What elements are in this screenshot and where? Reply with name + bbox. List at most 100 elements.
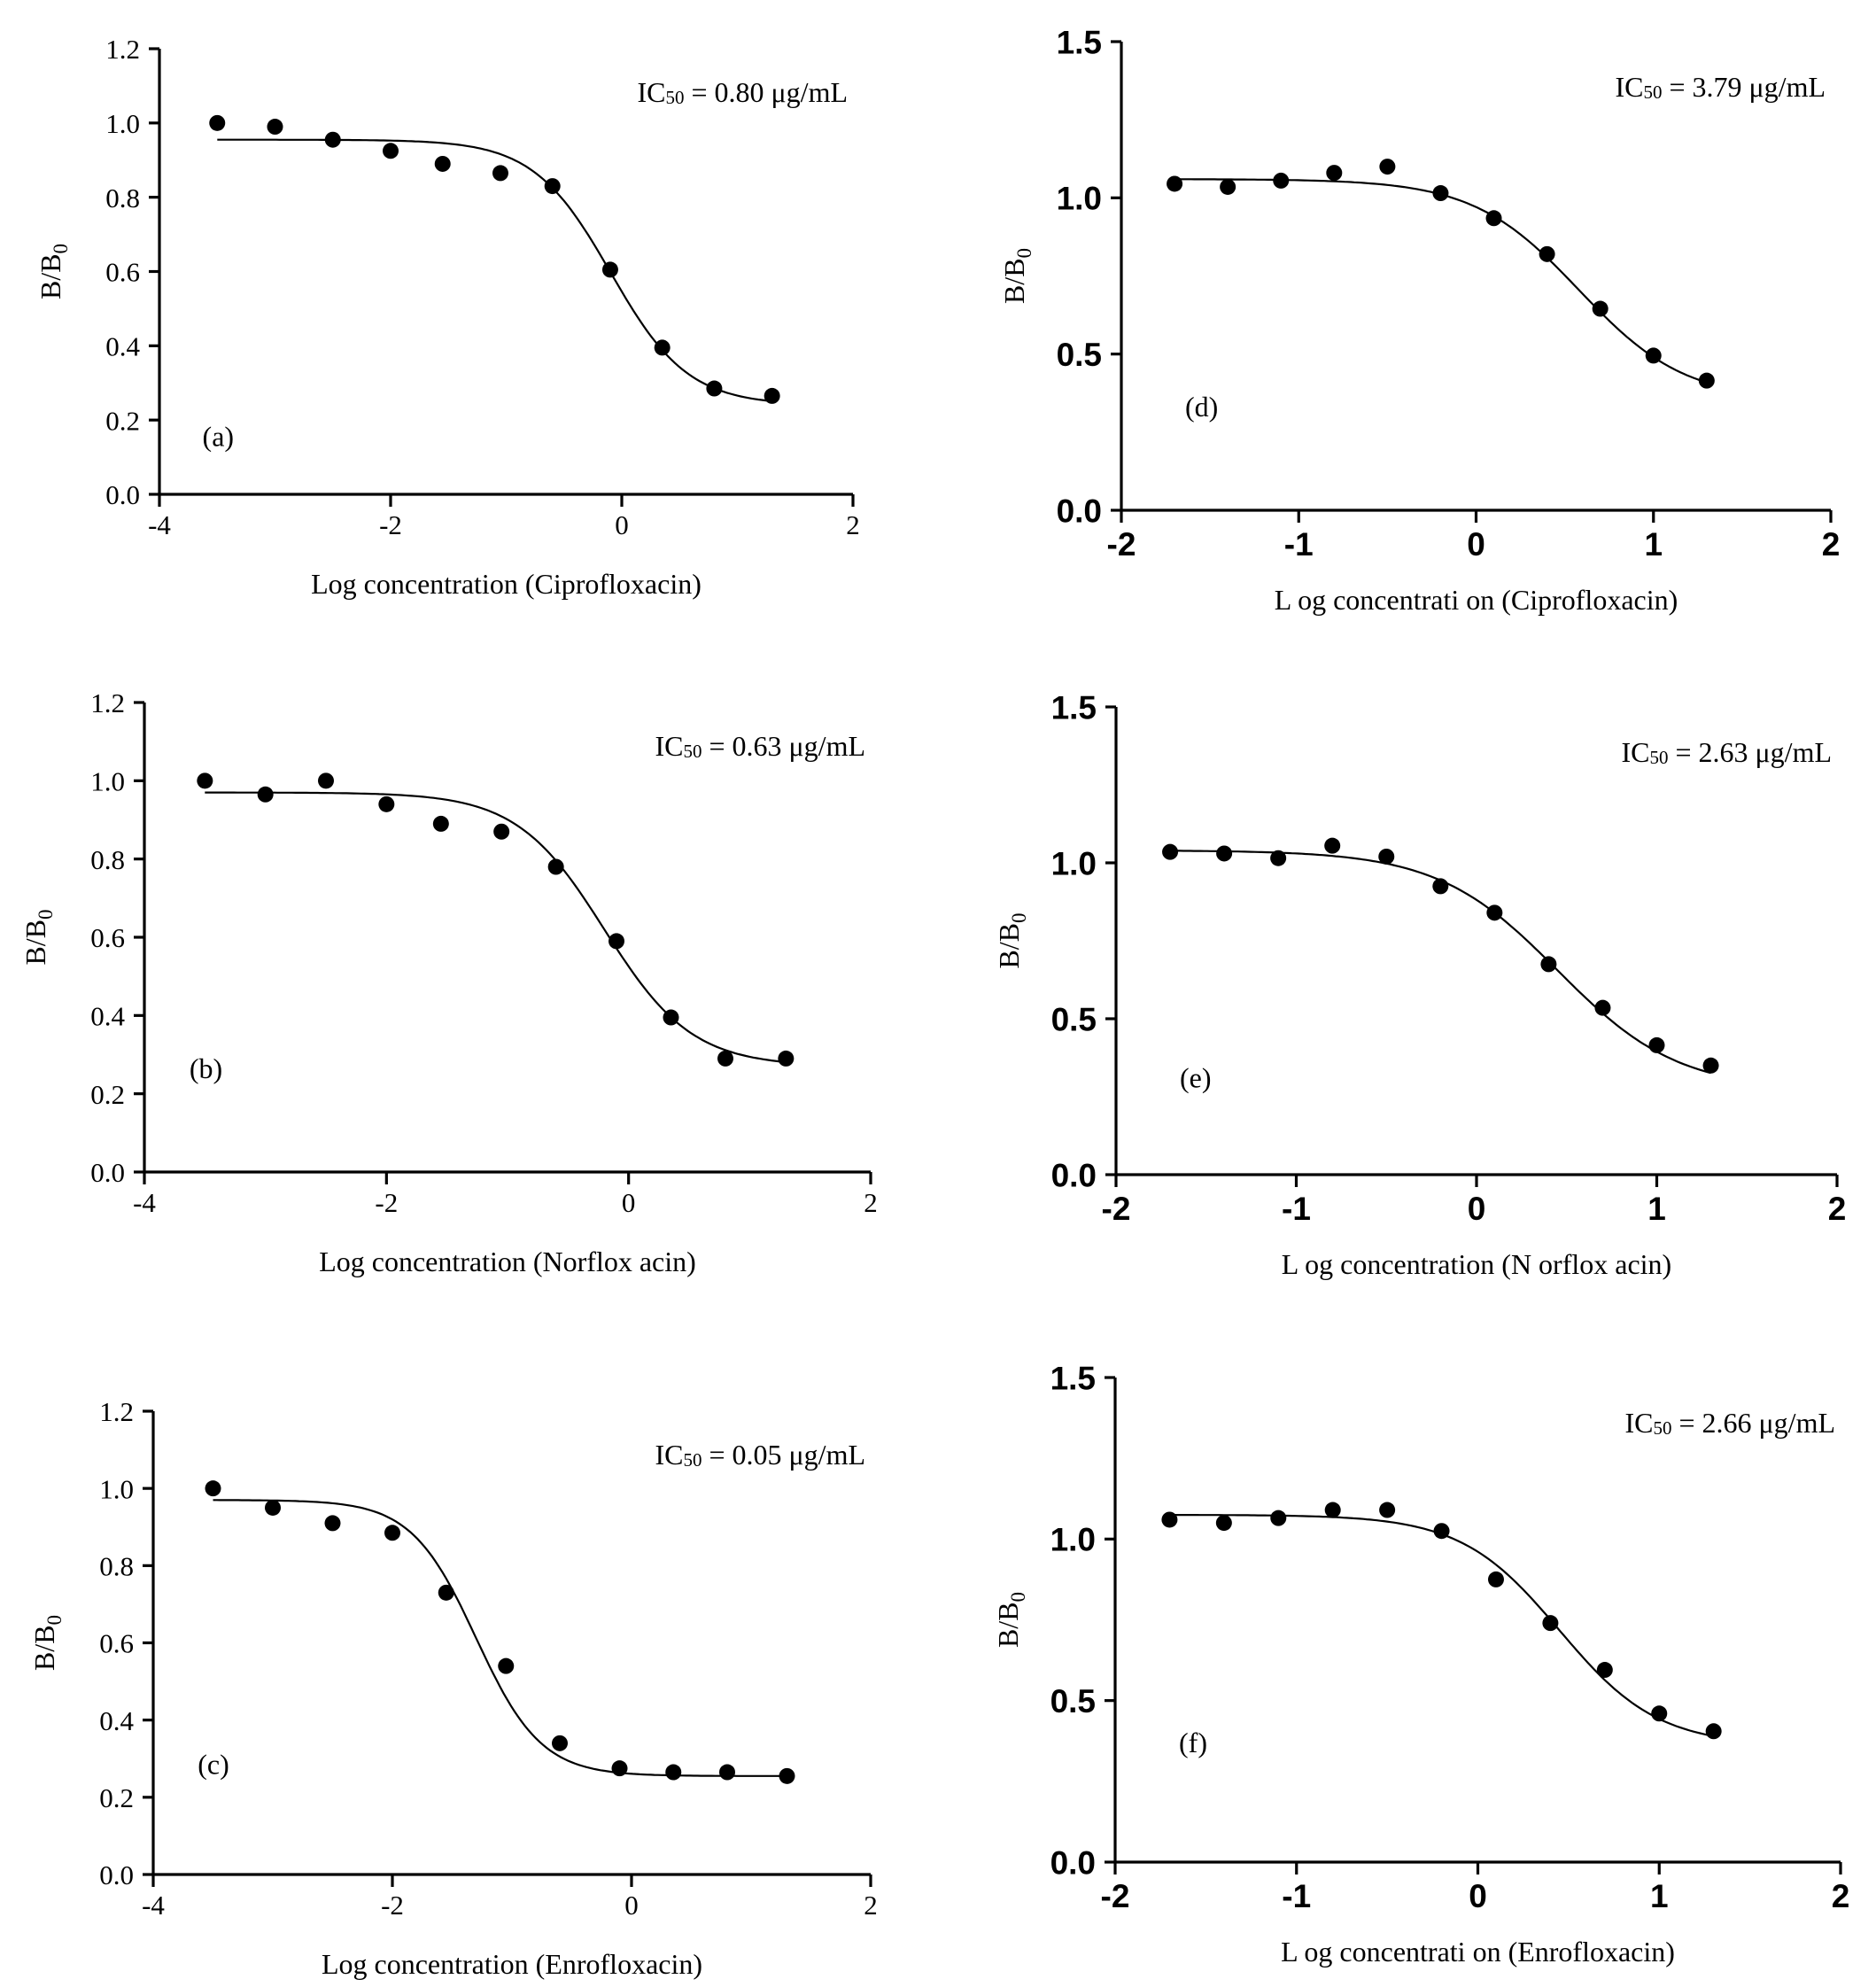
- data-point: [654, 339, 671, 356]
- y-tick-label: 1.0: [90, 765, 125, 796]
- x-tick-label: 2: [1822, 526, 1841, 563]
- ic50-prefix: IC: [1615, 71, 1643, 103]
- ic50-subscript: 50: [665, 87, 684, 108]
- y-tick-label: 1.0: [1050, 1522, 1096, 1558]
- ic50-annotation: IC50 = 0.05 μg/mL: [655, 1439, 865, 1471]
- x-tick-label: 2: [1832, 1878, 1850, 1914]
- data-point: [265, 1499, 281, 1516]
- y-tick-label: 0.6: [105, 257, 140, 288]
- data-point: [432, 815, 449, 832]
- data-point: [1592, 300, 1609, 317]
- data-point: [544, 178, 561, 195]
- y-tick-label: 0.5: [1050, 1683, 1096, 1719]
- data-point: [205, 1480, 221, 1497]
- data-point: [1432, 878, 1449, 895]
- y-axis-label-subscript: 0: [35, 909, 57, 920]
- data-point: [498, 1657, 515, 1674]
- y-axis-label: B/B0: [998, 248, 1035, 304]
- y-tick-label: 0.8: [99, 1550, 134, 1581]
- y-axis-label-subscript: 0: [1008, 912, 1030, 923]
- ic50-subscript: 50: [1649, 747, 1668, 768]
- y-tick-label: 0.2: [99, 1782, 134, 1813]
- y-axis-label: B/B0: [19, 909, 57, 965]
- data-point: [1270, 1510, 1287, 1526]
- ic50-prefix: IC: [655, 1439, 683, 1471]
- y-tick-label: 1.2: [99, 1396, 134, 1427]
- panel-f: 0.0 0.5 1.0 1.5 -2 -1 0 1 2 L og concentrati on (…: [992, 1360, 1849, 1968]
- data-point: [1162, 843, 1179, 860]
- data-point: [383, 143, 399, 159]
- data-point: [1485, 210, 1502, 227]
- data-point: [493, 823, 510, 840]
- svg-text:B/B0: B/B0: [998, 248, 1035, 304]
- data-point: [601, 261, 618, 278]
- x-tick-label: 0: [624, 1890, 639, 1921]
- y-tick-label: 1.0: [99, 1473, 134, 1504]
- data-point: [1379, 159, 1396, 175]
- data-point: [1378, 848, 1395, 865]
- svg-text:B/B0: B/B0: [19, 909, 57, 965]
- x-tick-label: -1: [1282, 1878, 1311, 1914]
- y-axis-label-subscript: 0: [1013, 248, 1035, 259]
- y-tick-label: 0.4: [99, 1705, 134, 1736]
- y-tick-label: 1.5: [1050, 1360, 1096, 1396]
- data-point: [1273, 172, 1290, 189]
- ic50-annotation: IC50 = 2.63 μg/mL: [1621, 736, 1832, 768]
- data-point: [434, 155, 451, 172]
- y-tick-label: 0.5: [1057, 337, 1102, 373]
- y-axis-label-subscript: 0: [1007, 1592, 1029, 1603]
- ic50-annotation: IC50 = 3.79 μg/mL: [1615, 71, 1826, 103]
- data-point: [267, 119, 283, 136]
- data-point: [665, 1764, 682, 1781]
- ic50-value: = 0.80 μg/mL: [684, 76, 848, 108]
- y-tick-label: 0.8: [90, 844, 125, 875]
- data-point: [1220, 178, 1236, 195]
- data-point: [547, 858, 564, 875]
- data-point: [1379, 1502, 1396, 1518]
- x-tick-label: 2: [1828, 1191, 1847, 1227]
- y-tick-label: 1.5: [1051, 689, 1097, 726]
- data-point: [1705, 1723, 1722, 1740]
- data-point: [778, 1050, 795, 1067]
- panel-d: 0.0 0.5 1.0 1.5 -2 -1 0 1 2 L og concentrati on (…: [998, 24, 1840, 616]
- y-tick-label: 0.6: [90, 922, 125, 953]
- svg-text:B/B0: B/B0: [35, 244, 72, 299]
- x-tick-label: 0: [1469, 1878, 1487, 1914]
- ic50-subscript: 50: [1643, 81, 1662, 103]
- fit-curve: [205, 791, 787, 1063]
- y-tick-label: 0.0: [99, 1859, 134, 1890]
- x-tick-label: -4: [133, 1187, 156, 1218]
- x-tick-label: 0: [1468, 1191, 1486, 1227]
- data-point: [384, 1525, 400, 1541]
- data-point: [378, 796, 395, 812]
- data-point: [1324, 837, 1341, 854]
- data-point: [1161, 1511, 1178, 1528]
- data-point: [324, 1515, 341, 1532]
- y-axis-label-subscript: 0: [50, 244, 72, 254]
- data-point: [1540, 956, 1557, 973]
- x-axis-label: Log concentration (Ciprofloxacin): [311, 568, 702, 600]
- data-point: [1539, 245, 1555, 262]
- ic50-value: = 3.79 μg/mL: [1662, 71, 1826, 103]
- y-tick-label: 0.0: [1050, 1844, 1096, 1881]
- y-axis-label-main: B/B: [19, 920, 51, 966]
- data-point: [1324, 1502, 1341, 1518]
- y-axis-label-main: B/B: [35, 253, 66, 299]
- data-point: [1651, 1705, 1668, 1722]
- ic50-annotation: IC50 = 2.66 μg/mL: [1624, 1407, 1835, 1439]
- ic50-prefix: IC: [655, 730, 683, 762]
- y-tick-label: 0.0: [1051, 1157, 1097, 1193]
- data-point: [611, 1760, 628, 1777]
- fit-curve: [213, 1499, 787, 1777]
- y-tick-label: 1.0: [1051, 845, 1097, 881]
- x-tick-label: 2: [864, 1890, 878, 1921]
- y-tick-label: 0.4: [90, 1000, 125, 1031]
- y-tick-label: 0.6: [99, 1628, 134, 1659]
- data-point: [1596, 1662, 1613, 1679]
- y-axis-label-main: B/B: [998, 258, 1030, 304]
- data-point: [717, 1050, 733, 1067]
- y-axis-label-main: B/B: [28, 1625, 60, 1671]
- x-tick-label: 0: [615, 509, 629, 540]
- data-point: [1270, 850, 1287, 866]
